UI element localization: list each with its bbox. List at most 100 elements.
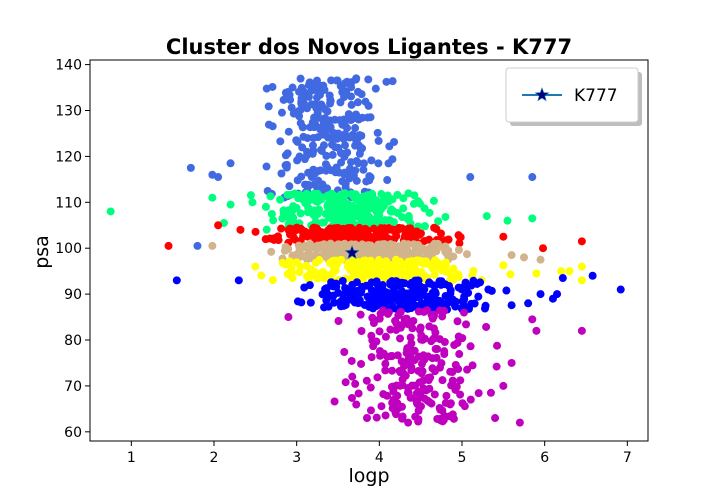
data-point: [398, 412, 407, 421]
data-point: [424, 376, 433, 385]
data-point: [361, 256, 370, 265]
data-point: [389, 218, 398, 227]
data-point: [341, 378, 350, 387]
data-point: [425, 235, 434, 244]
data-point: [325, 202, 334, 211]
data-point: [336, 190, 345, 199]
data-point: [279, 95, 288, 104]
data-point: [482, 212, 491, 221]
data-point: [367, 156, 376, 165]
data-point: [436, 229, 445, 238]
data-point: [440, 259, 449, 268]
data-point: [338, 203, 347, 212]
data-point: [507, 358, 516, 367]
data-point: [366, 250, 375, 259]
data-point: [386, 280, 395, 289]
data-point: [486, 388, 495, 397]
data-point: [360, 196, 369, 205]
data-point: [304, 271, 313, 280]
data-point: [425, 398, 434, 407]
x-tick-label: 5: [458, 450, 467, 466]
plot-area: [106, 74, 625, 427]
data-point: [267, 209, 276, 218]
data-point: [357, 90, 366, 99]
data-point: [484, 285, 493, 294]
data-point: [430, 239, 439, 248]
data-point: [409, 316, 418, 325]
data-point: [280, 246, 289, 255]
data-point: [430, 270, 439, 279]
data-point: [430, 390, 439, 399]
data-point: [278, 258, 287, 267]
data-point: [367, 353, 376, 362]
data-point: [474, 292, 483, 301]
data-point: [296, 262, 305, 271]
data-point: [358, 271, 367, 280]
data-point: [363, 292, 372, 301]
data-point: [302, 151, 311, 160]
data-point: [341, 79, 350, 88]
data-point: [315, 90, 324, 99]
x-tick-label: 1: [127, 450, 136, 466]
data-point: [405, 289, 414, 298]
data-point: [430, 281, 439, 290]
data-point: [226, 200, 235, 209]
data-point: [435, 403, 444, 412]
data-point: [371, 294, 380, 303]
data-point: [248, 198, 257, 207]
legend-star-marker: [534, 87, 550, 102]
data-point: [334, 212, 343, 221]
data-point: [454, 332, 463, 341]
data-point: [388, 398, 397, 407]
data-point: [276, 137, 285, 146]
legend-label: K777: [574, 86, 618, 106]
data-point: [404, 189, 413, 198]
data-point: [352, 400, 361, 409]
data-point: [362, 376, 371, 385]
data-point: [359, 165, 368, 174]
data-point: [400, 271, 409, 280]
data-point: [399, 194, 408, 203]
data-point: [334, 240, 343, 249]
x-axis: 1 2 3 4 5 6 7: [127, 441, 632, 466]
data-point: [193, 241, 202, 250]
data-point: [318, 130, 327, 139]
data-point: [331, 266, 340, 275]
data-point: [438, 376, 447, 385]
data-point: [332, 76, 341, 85]
data-point: [358, 233, 367, 242]
data-point: [307, 86, 316, 95]
y-tick-label: 90: [64, 287, 82, 303]
data-point: [268, 276, 277, 285]
data-point: [436, 414, 445, 423]
data-point: [282, 160, 291, 169]
data-point: [325, 91, 334, 100]
data-point: [373, 128, 382, 137]
data-point: [295, 112, 304, 121]
data-point: [435, 306, 444, 315]
data-point: [455, 239, 464, 248]
data-point: [298, 143, 307, 152]
data-point: [343, 215, 352, 224]
data-point: [234, 276, 243, 285]
data-point: [334, 288, 343, 297]
data-point: [459, 308, 468, 317]
data-point: [393, 190, 402, 199]
data-point: [367, 278, 376, 287]
data-point: [352, 278, 361, 287]
data-point: [370, 317, 379, 326]
data-point: [376, 300, 385, 309]
data-point: [357, 131, 366, 140]
data-point: [283, 190, 292, 199]
data-point: [351, 124, 360, 133]
data-point: [323, 107, 332, 116]
data-point: [299, 243, 308, 252]
data-point: [396, 334, 405, 343]
data-point: [399, 204, 408, 213]
data-point: [359, 159, 368, 168]
data-point: [577, 276, 586, 285]
data-point: [430, 334, 439, 343]
data-point: [404, 224, 413, 233]
data-point: [289, 216, 298, 225]
data-point: [366, 406, 375, 415]
